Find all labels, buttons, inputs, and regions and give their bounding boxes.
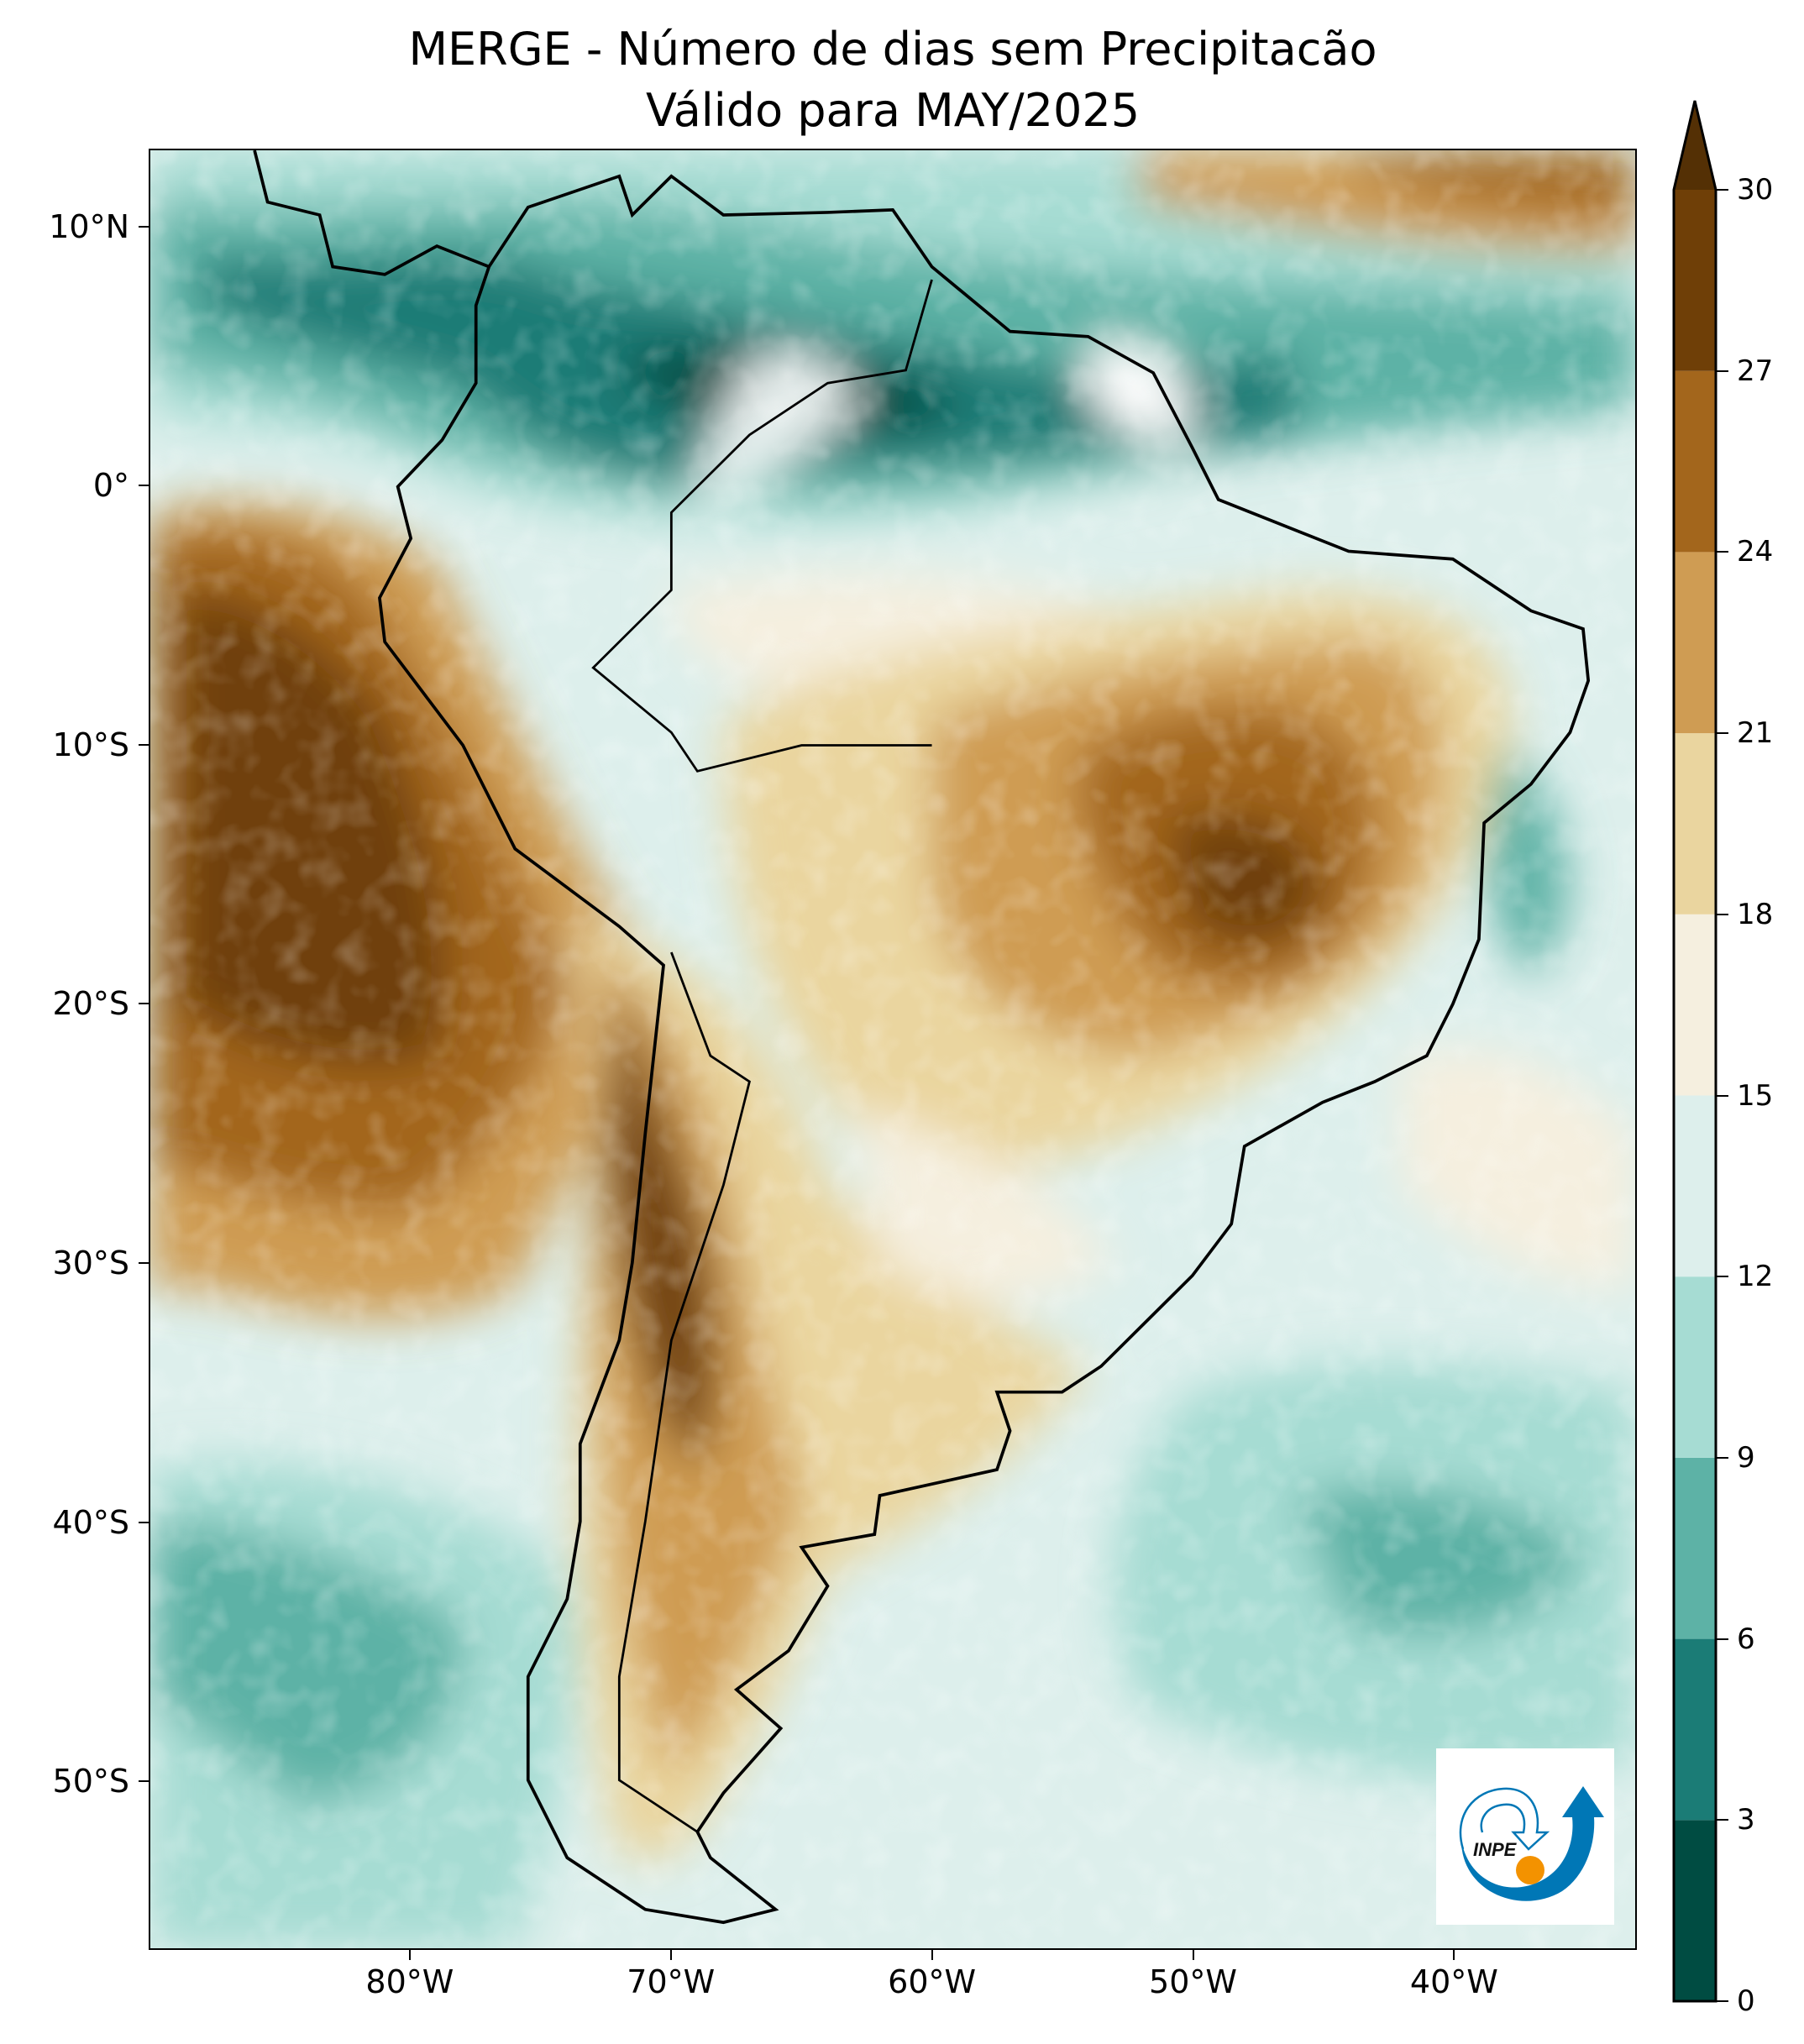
field-texture bbox=[150, 150, 1635, 1948]
colorbar-tick-label: 30 bbox=[1737, 173, 1774, 207]
colorbar-outline bbox=[1672, 100, 1717, 2003]
lon-tick-mark bbox=[669, 1950, 672, 1960]
colorbar-tick-label: 18 bbox=[1737, 897, 1774, 931]
country-borders bbox=[617, 951, 751, 1833]
colorbar-segment bbox=[1674, 914, 1716, 1096]
logo-arrow-icon bbox=[1461, 1786, 1604, 1901]
colorbar-tick-label: 6 bbox=[1737, 1622, 1755, 1656]
logo-swirl-icon bbox=[1459, 1787, 1550, 1851]
lon-tick-mark bbox=[1192, 1950, 1194, 1960]
colorbar-tick-mark bbox=[1717, 1819, 1728, 1821]
lat-tick-label: 10°N bbox=[49, 207, 129, 245]
lat-tick-label: 20°S bbox=[52, 985, 129, 1023]
lon-tick-mark bbox=[408, 1950, 411, 1960]
colorbar-segment bbox=[1674, 370, 1716, 553]
lat-tick-mark bbox=[139, 485, 149, 487]
colorbar-tick-mark bbox=[1717, 2000, 1728, 2002]
colorbar-tick-label: 3 bbox=[1737, 1803, 1755, 1837]
colorbar-segment bbox=[1674, 1638, 1716, 1821]
lon-tick-label: 70°W bbox=[627, 1963, 716, 2000]
colorbar-segment bbox=[1674, 552, 1716, 734]
logo-text: INPE bbox=[1473, 1839, 1518, 1860]
colorbar-segment bbox=[1674, 1095, 1716, 1277]
colorbar-segment bbox=[1674, 1276, 1716, 1458]
colorbar-segment bbox=[1674, 1820, 1716, 2001]
lat-tick-mark bbox=[139, 1780, 149, 1783]
colorbar-tick-label: 15 bbox=[1737, 1078, 1774, 1113]
colorbar-tick-mark bbox=[1717, 1456, 1728, 1459]
lat-tick-label: 0° bbox=[92, 467, 129, 505]
colorbar-tick-mark bbox=[1717, 1276, 1728, 1278]
colorbar-tick-mark bbox=[1717, 732, 1728, 735]
colorbar-tick-mark bbox=[1717, 913, 1728, 915]
map-subtitle: Válido para MAY/2025 bbox=[645, 84, 1141, 137]
lat-tick-label: 30°S bbox=[52, 1245, 129, 1282]
lat-tick-mark bbox=[139, 743, 149, 746]
colorbar-segment bbox=[1674, 190, 1716, 371]
colorbar-extend-arrow bbox=[1674, 101, 1716, 190]
south-america-coastline bbox=[253, 150, 1591, 1925]
lat-tick-mark bbox=[139, 1521, 149, 1523]
inpe-logo: INPE bbox=[1436, 1748, 1614, 1925]
map-field bbox=[150, 150, 1635, 1948]
lon-tick-label: 80°W bbox=[365, 1963, 454, 2000]
lat-tick-label: 10°S bbox=[52, 726, 129, 763]
colorbar-tick-label: 24 bbox=[1737, 535, 1774, 569]
colorbar-tick-label: 21 bbox=[1737, 716, 1774, 751]
lat-tick-label: 40°S bbox=[52, 1503, 129, 1541]
lon-tick-label: 40°W bbox=[1409, 1963, 1498, 2000]
colorbar-segment bbox=[1674, 1457, 1716, 1639]
precipitation-map bbox=[149, 149, 1637, 1950]
colorbar-tick-label: 12 bbox=[1737, 1260, 1774, 1294]
colorbar-tick-mark bbox=[1717, 551, 1728, 553]
colorbar-tick-label: 27 bbox=[1737, 354, 1774, 388]
lon-tick-mark bbox=[1453, 1950, 1455, 1960]
colorbar-tick-label: 9 bbox=[1737, 1440, 1755, 1475]
lon-tick-label: 50°W bbox=[1149, 1963, 1237, 2000]
colorbar-tick-mark bbox=[1717, 189, 1728, 191]
colorbar-segment bbox=[1674, 733, 1716, 915]
colorbar-tick-mark bbox=[1717, 369, 1728, 372]
map-title: MERGE - Número de dias sem Precipitacão bbox=[408, 23, 1377, 76]
colorbar-tick-mark bbox=[1717, 1094, 1728, 1097]
country-borders bbox=[591, 279, 933, 773]
lat-tick-mark bbox=[139, 1262, 149, 1265]
lat-tick-mark bbox=[139, 225, 149, 228]
logo-sun-icon bbox=[1516, 1856, 1544, 1884]
lon-tick-label: 60°W bbox=[888, 1963, 977, 2000]
colorbar-tick-label: 0 bbox=[1737, 1984, 1755, 2018]
colorbar bbox=[1672, 100, 1717, 2003]
colorbar-tick-mark bbox=[1717, 1638, 1728, 1640]
lon-tick-mark bbox=[931, 1950, 933, 1960]
lat-tick-label: 50°S bbox=[52, 1763, 129, 1800]
lat-tick-mark bbox=[139, 1003, 149, 1005]
